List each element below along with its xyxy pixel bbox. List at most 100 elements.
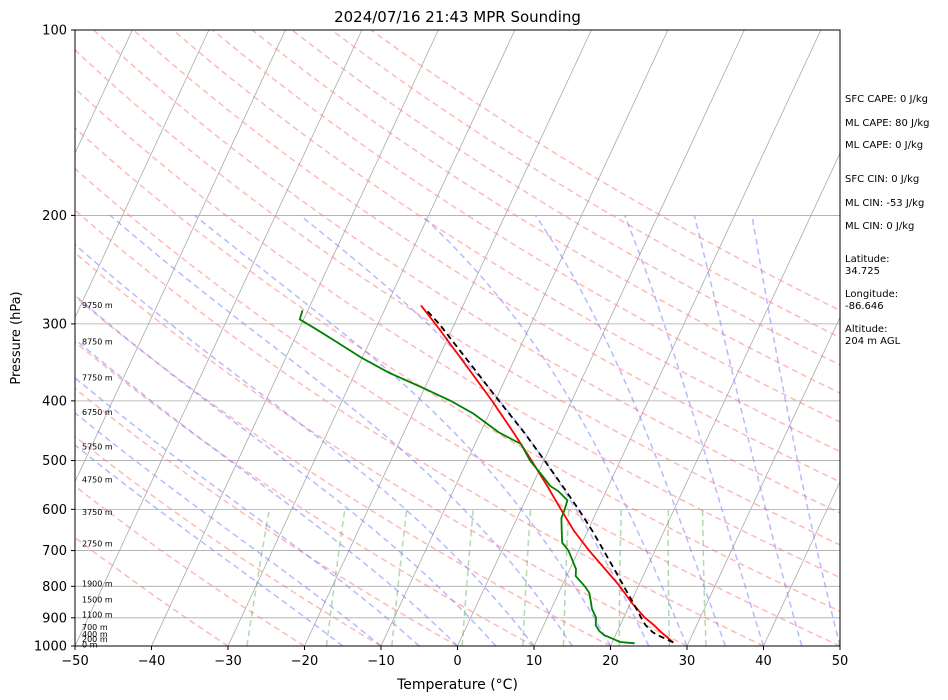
- y-tick-label: 300: [42, 317, 67, 332]
- annotation-text: Altitude:: [845, 324, 887, 335]
- annotation-text: Latitude:: [845, 254, 890, 265]
- dry-adiabat: [212, 30, 840, 423]
- height-label: 8750 m: [82, 338, 113, 347]
- moist-adiabat: [534, 214, 727, 646]
- dry-adiabat: [75, 485, 305, 646]
- x-axis: −50 −40 −30 −20 −10 0 10 20 30 40 50: [61, 646, 848, 669]
- height-label: 7750 m: [82, 373, 113, 382]
- x-tick-label: 0: [453, 654, 461, 669]
- mixing-ratio-line: [701, 509, 707, 646]
- moist-adiabat: [693, 215, 803, 646]
- dry-adiabat: [75, 127, 840, 613]
- x-tick-label: −10: [367, 654, 394, 669]
- dry-adiabat: [75, 340, 535, 646]
- annotation-text: ML CIN: -53 J/kg: [845, 198, 924, 209]
- moist-adiabat: [299, 214, 650, 646]
- dry-adiabat: [251, 30, 840, 394]
- y-axis-label: Pressure (hPa): [9, 291, 24, 384]
- dry-adiabat: [75, 295, 611, 646]
- annotation-text: SFC CIN: 0 J/kg: [845, 174, 919, 185]
- height-label: 1900 m: [82, 579, 113, 588]
- moist-adiabat: [421, 214, 688, 646]
- annotation-text: ML CIN: 0 J/kg: [845, 221, 914, 232]
- height-label: 4750 m: [82, 476, 113, 485]
- annotation-text: 204 m AGL: [845, 336, 901, 347]
- height-labels: 9750 m 8750 m 7750 m 6750 m 5750 m 4750 m 3750…: [82, 301, 113, 650]
- y-axis: 100 200 300 400 500 600 700 800 900 1000: [34, 24, 75, 655]
- dry-adiabat: [75, 435, 382, 646]
- isotherm-line: [457, 30, 745, 646]
- x-tick-label: 40: [755, 654, 772, 669]
- isotherm-line: [151, 30, 439, 646]
- isotherm-line: [75, 30, 363, 646]
- dry-adiabat: [75, 167, 840, 646]
- mixing-ratio-line: [246, 509, 270, 646]
- height-label: 2750 m: [82, 540, 113, 549]
- dry-adiabat: [331, 30, 840, 339]
- chart-title: 2024/07/16 21:43 MPR Sounding: [334, 8, 581, 26]
- dry-adiabat: [75, 536, 229, 646]
- y-tick-label: 400: [42, 394, 67, 409]
- height-label: 200 m: [82, 635, 108, 644]
- annotation-text: ML CAPE: 80 J/kg: [845, 118, 929, 129]
- y-tick-label: 900: [42, 611, 67, 626]
- plot-frame: [74, 29, 841, 647]
- dry-adiabat: [172, 30, 840, 453]
- mixing-ratio-line: [667, 509, 671, 646]
- dry-adiabat: [370, 30, 840, 312]
- height-label: 1500 m: [82, 595, 113, 604]
- x-tick-label: 20: [602, 654, 619, 669]
- temperature-profile: [420, 304, 674, 644]
- x-tick-label: −50: [61, 654, 88, 669]
- moist-adiabat: [194, 214, 612, 646]
- background-lines: [75, 30, 840, 646]
- y-tick-label: 600: [42, 503, 67, 518]
- mixing-ratio-line: [522, 509, 532, 646]
- height-label: 3750 m: [82, 508, 113, 517]
- parcel-profile: [425, 309, 674, 644]
- moist-adiabat: [75, 444, 344, 646]
- height-label: 400 m: [82, 630, 108, 639]
- isotherm-line: [380, 30, 669, 646]
- height-label: 700 m: [82, 623, 108, 632]
- annotations: SFC CAPE: 0 J/kg ML CAPE: 80 J/kg ML CAPE:…: [845, 94, 929, 347]
- x-tick-label: 30: [679, 654, 696, 669]
- isotherm-line: [227, 30, 516, 646]
- x-axis-label: Temperature (°C): [396, 677, 518, 693]
- dry-adiabat: [75, 87, 840, 579]
- isotherm-line: [75, 30, 133, 155]
- moist-adiabat: [75, 338, 459, 646]
- mixing-ratio-line: [325, 509, 346, 646]
- y-tick-label: 1000: [34, 640, 67, 655]
- dry-adiabat: [93, 30, 840, 514]
- x-tick-label: 10: [526, 654, 543, 669]
- x-tick-label: −30: [214, 654, 241, 669]
- isotherm-line: [686, 316, 840, 646]
- moist-adiabat: [109, 214, 573, 646]
- annotation-text: ML CAPE: 0 J/kg: [845, 140, 923, 151]
- moist-adiabat: [75, 411, 382, 646]
- moist-adiabat: [624, 215, 765, 646]
- y-tick-label: 700: [42, 544, 67, 559]
- dry-adiabat: [75, 48, 840, 546]
- y-tick-label: 100: [42, 24, 67, 39]
- moist-adiabat: [751, 215, 840, 646]
- data-series: [298, 304, 674, 645]
- dry-adiabat: [132, 30, 840, 483]
- x-tick-label: −40: [138, 654, 165, 669]
- isotherm-line: [75, 30, 286, 483]
- moist-adiabat: [75, 294, 497, 646]
- isotherm-line: [610, 152, 840, 646]
- isotherm-line: [75, 30, 210, 319]
- height-label: 6750 m: [82, 408, 113, 417]
- dry-adiabat: [75, 387, 458, 646]
- height-label: 9750 m: [82, 301, 113, 310]
- y-tick-label: 200: [42, 209, 67, 224]
- moist-adiabat: [75, 376, 420, 646]
- annotation-text: -86.646: [845, 301, 884, 312]
- x-tick-label: −20: [291, 654, 318, 669]
- x-tick-label: 50: [832, 654, 849, 669]
- dry-adiabat: [75, 251, 688, 646]
- y-tick-label: 500: [42, 454, 67, 469]
- dewpoint-profile: [298, 309, 635, 645]
